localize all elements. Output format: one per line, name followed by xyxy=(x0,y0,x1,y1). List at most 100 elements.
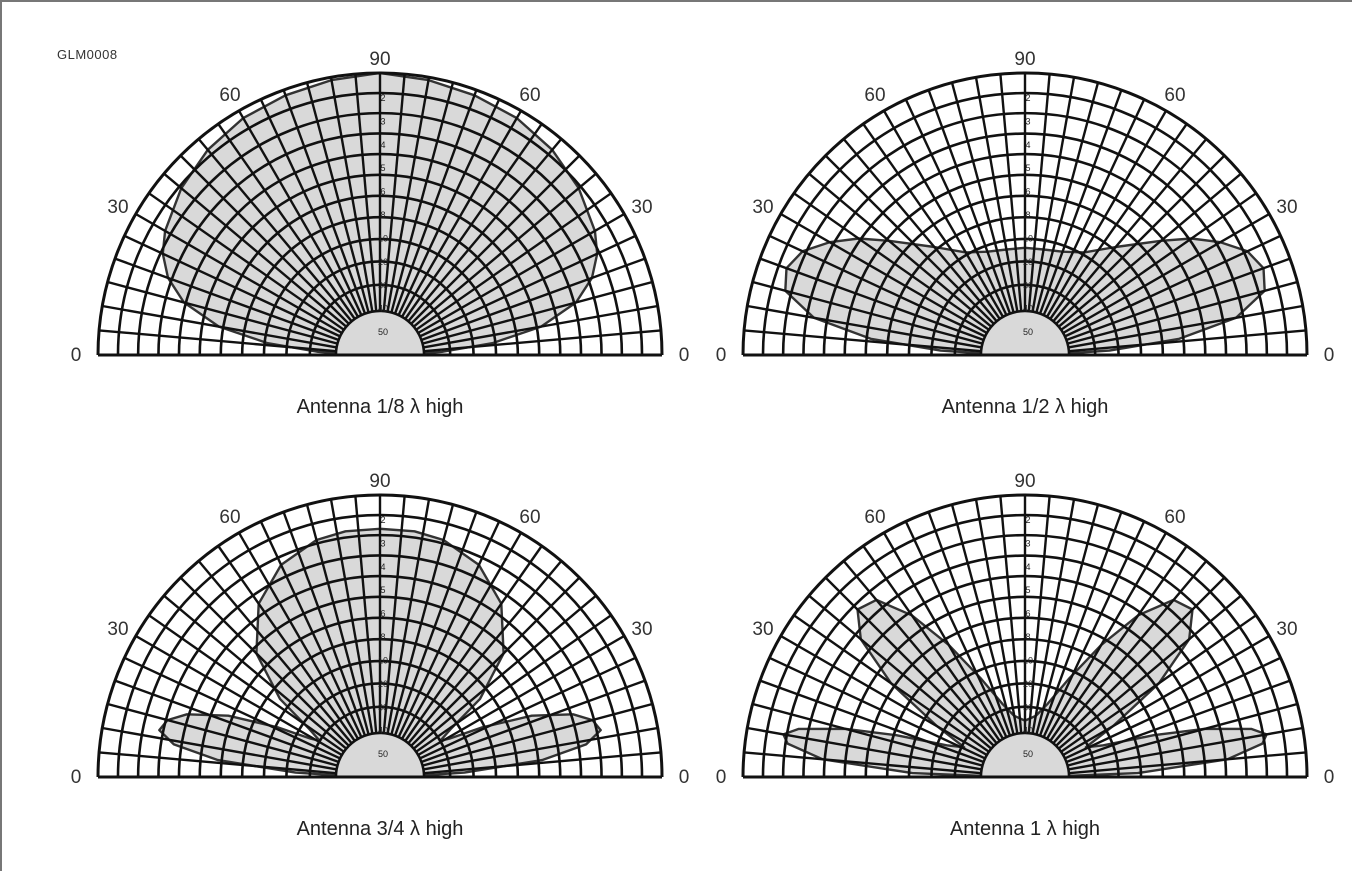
spoke-line xyxy=(404,123,543,320)
spoke-line xyxy=(927,511,1012,737)
spoke-line xyxy=(974,77,1019,312)
spoke-line xyxy=(1068,726,1303,771)
angle-label-60-right: 60 xyxy=(519,507,540,528)
angle-label-90: 90 xyxy=(369,471,390,492)
spoke-line xyxy=(1031,77,1076,312)
spoke-line xyxy=(1067,702,1298,767)
angle-label-30-right: 30 xyxy=(631,619,652,640)
db-tick-label: 10 xyxy=(378,656,388,666)
spoke-line xyxy=(410,154,581,325)
spoke-line xyxy=(1049,123,1188,320)
db-tick-label: 6 xyxy=(1025,609,1030,619)
spoke-line xyxy=(135,212,343,335)
angle-label-60-left: 60 xyxy=(219,85,240,106)
spoke-line xyxy=(1064,656,1282,760)
plot-caption: Antenna 1 λ high xyxy=(950,818,1100,840)
angle-label-30-left: 30 xyxy=(752,197,773,218)
spoke-line xyxy=(407,560,563,745)
spoke-line xyxy=(1052,560,1208,745)
polar-plot-1: 2 3 4 5 6 8 10 20 30 40 50 0 0 30 30 60 60 90 Antenna 1/8 … xyxy=(71,49,690,418)
spoke-line xyxy=(1045,532,1168,740)
spoke-line xyxy=(400,110,523,318)
spoke-line xyxy=(862,123,1001,320)
db-tick-label: 30 xyxy=(1023,280,1033,290)
spoke-line xyxy=(1060,192,1257,331)
spoke-line xyxy=(862,545,1001,742)
polar-plot-4: 2 3 4 5 6 8 10 20 30 40 50 0 0 30 30 60 60 90 Antenna 1 λ … xyxy=(716,471,1335,840)
spoke-line xyxy=(1049,545,1188,742)
db-tick-label: 3 xyxy=(1025,116,1030,126)
spoke-line xyxy=(1031,499,1076,734)
spoke-line xyxy=(1035,504,1100,735)
spoke-line xyxy=(386,499,431,734)
plot-caption: Antenna 1/2 λ high xyxy=(942,396,1109,418)
db-tick-label: 5 xyxy=(1025,163,1030,173)
db-tick-label: 2 xyxy=(380,515,385,525)
angle-label-0-right: 0 xyxy=(1324,345,1335,366)
spoke-line xyxy=(390,504,455,735)
spoke-line xyxy=(423,329,662,353)
spoke-line xyxy=(386,77,431,312)
spoke-line xyxy=(102,726,337,771)
spoke-line xyxy=(1057,172,1242,328)
db-tick-label: 5 xyxy=(380,163,385,173)
spoke-line xyxy=(410,576,581,747)
spoke-line xyxy=(743,329,982,353)
spoke-line xyxy=(1062,212,1270,335)
spoke-line xyxy=(354,495,378,734)
spoke-line xyxy=(808,594,993,750)
angle-label-60-left: 60 xyxy=(219,507,240,528)
spoke-line xyxy=(1038,89,1123,315)
spoke-line xyxy=(102,304,337,349)
db-tick-label: 40 xyxy=(1023,726,1033,736)
spoke-line xyxy=(415,192,612,331)
spoke-line xyxy=(407,138,563,323)
spoke-line xyxy=(1067,280,1298,345)
db-tick-label: 6 xyxy=(1025,187,1030,197)
db-tick-label: 40 xyxy=(378,304,388,314)
spoke-line xyxy=(305,82,370,313)
spoke-line xyxy=(282,511,367,737)
db-tick-label: 10 xyxy=(1023,656,1033,666)
spoke-line xyxy=(417,634,625,757)
angle-label-30-left: 30 xyxy=(107,619,128,640)
spoke-line xyxy=(842,560,998,745)
spoke-line xyxy=(1027,73,1051,312)
db-tick-label: 4 xyxy=(380,140,385,150)
spoke-line xyxy=(179,576,350,747)
spoke-line xyxy=(422,280,653,345)
db-tick-label: 6 xyxy=(380,609,385,619)
polar-plot-2: 2 3 4 5 6 8 10 20 30 40 50 0 0 30 30 60 60 90 Antenna 1/2 … xyxy=(716,49,1335,418)
spoke-line xyxy=(1068,751,1307,775)
db-tick-label: 20 xyxy=(1023,257,1033,267)
db-tick-label: 8 xyxy=(1025,210,1030,220)
spoke-line xyxy=(904,520,1008,738)
angle-label-30-right: 30 xyxy=(1276,619,1297,640)
angle-label-60-right: 60 xyxy=(519,85,540,106)
spoke-line xyxy=(423,726,658,771)
spoke-line xyxy=(974,499,1019,734)
spoke-line xyxy=(1038,511,1123,737)
spoke-line xyxy=(950,504,1015,735)
db-tick-label: 50 xyxy=(378,749,388,759)
db-tick-label: 5 xyxy=(380,585,385,595)
spoke-line xyxy=(743,751,982,775)
spoke-line xyxy=(382,495,406,734)
angle-label-30-left: 30 xyxy=(107,197,128,218)
angle-label-90: 90 xyxy=(1014,49,1035,70)
angle-label-60-right: 60 xyxy=(1164,85,1185,106)
spoke-line xyxy=(1045,110,1168,318)
spoke-line xyxy=(354,73,378,312)
spoke-line xyxy=(423,751,662,775)
polar-plot-3: 2 3 4 5 6 8 10 20 30 40 50 0 0 30 30 60 60 90 Antenna 3/4 … xyxy=(71,471,690,840)
spoke-line xyxy=(1042,520,1146,738)
spoke-line xyxy=(400,532,523,740)
angle-label-60-left: 60 xyxy=(864,507,885,528)
db-tick-label: 6 xyxy=(380,187,385,197)
spoke-line xyxy=(179,154,350,325)
spoke-line xyxy=(397,520,501,738)
spoke-line xyxy=(259,98,363,316)
db-tick-label: 4 xyxy=(1025,562,1030,572)
